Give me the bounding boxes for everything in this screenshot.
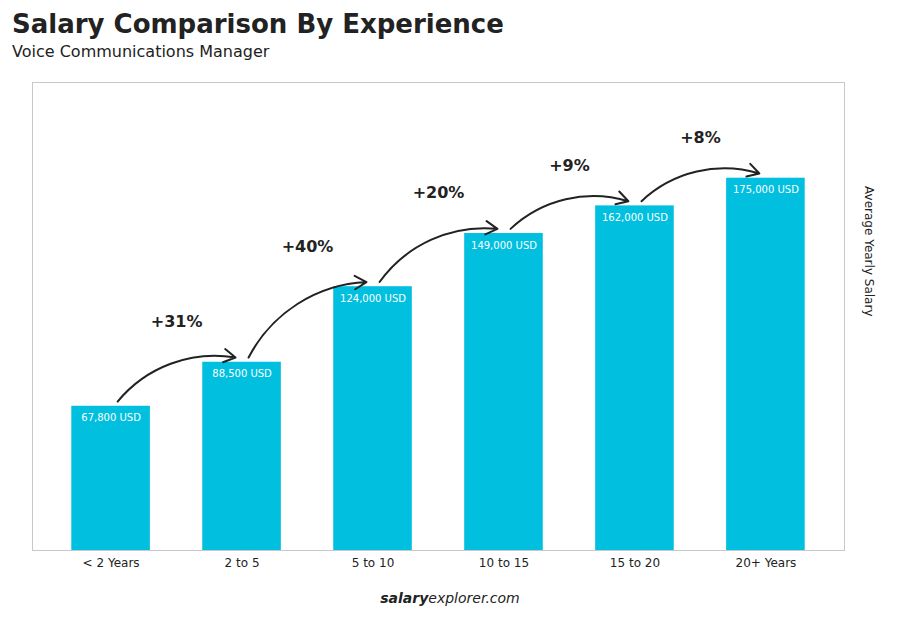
svg-text:175,000 USD: 175,000 USD — [733, 184, 799, 195]
html-text:Salary Comparison By Experienc: Salary Comparison By Experience — [12, 9, 504, 39]
svg-text:15 to 20: 15 to 20 — [610, 556, 660, 570]
svg-text:+8%: +8% — [680, 128, 721, 147]
svg-text:+40%: +40% — [282, 237, 334, 256]
svg-text:+9%: +9% — [549, 156, 590, 175]
svg-text:5 to 10: 5 to 10 — [352, 556, 395, 570]
html-text:Voice Communications Manager: Voice Communications Manager — [12, 42, 270, 61]
svg-text:+20%: +20% — [413, 183, 465, 202]
svg-text:< 2 Years: < 2 Years — [83, 556, 140, 570]
html-text:salary explorer.com: salary explorer.com — [380, 590, 520, 606]
svg-text:88,500 USD: 88,500 USD — [212, 368, 272, 379]
svg-text:149,000 USD: 149,000 USD — [471, 240, 537, 251]
svg-text:Average Yearly Salary: Average Yearly Salary — [862, 186, 876, 316]
svg-text:+31%: +31% — [151, 312, 203, 331]
svg-text:2 to 5: 2 to 5 — [225, 556, 260, 570]
svg-text:67,800 USD: 67,800 USD — [81, 412, 141, 423]
svg-text:124,000 USD: 124,000 USD — [340, 293, 406, 304]
svg-text:10 to 15: 10 to 15 — [479, 556, 529, 570]
svg-text:162,000 USD: 162,000 USD — [602, 212, 668, 223]
svg-text:20+ Years: 20+ Years — [736, 556, 797, 570]
